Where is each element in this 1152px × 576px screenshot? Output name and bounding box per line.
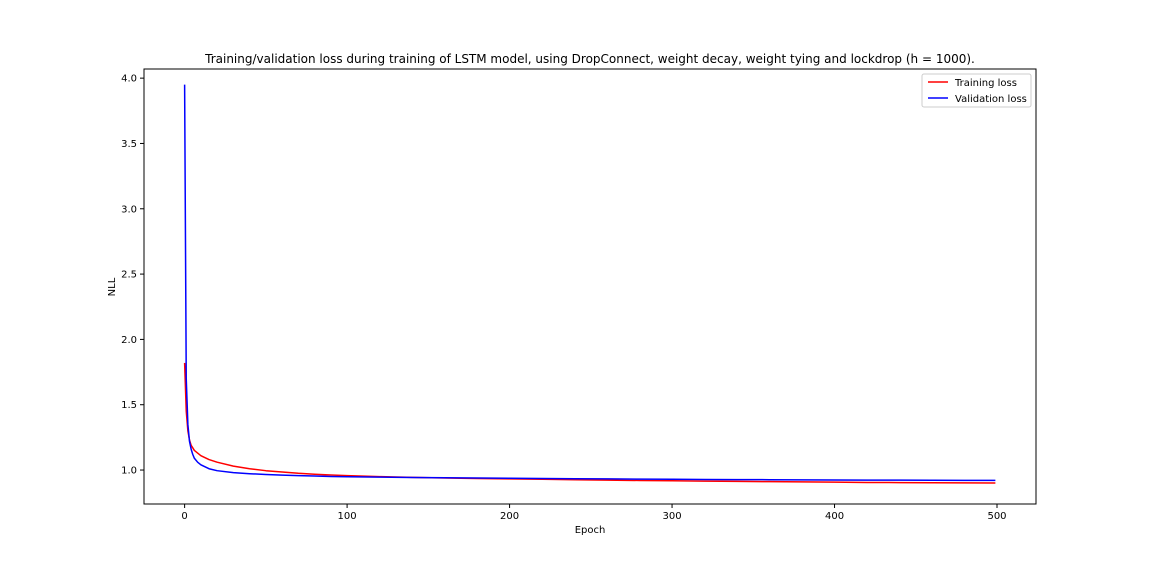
x-axis-ticks: 0 100 200 300 400 500 bbox=[181, 504, 1007, 522]
y-tick-label: 1.5 bbox=[121, 400, 137, 411]
x-tick-label: 0 bbox=[181, 511, 187, 522]
y-axis-label: NLL bbox=[107, 277, 118, 296]
x-axis-label: Epoch bbox=[575, 525, 606, 536]
x-tick-label: 200 bbox=[500, 511, 519, 522]
legend: Training loss Validation loss bbox=[921, 73, 1032, 108]
y-tick-label: 2.5 bbox=[121, 270, 137, 281]
legend-label-validation: Validation loss bbox=[955, 94, 1027, 105]
y-tick-label: 3.0 bbox=[121, 204, 137, 215]
y-tick-label: 4.0 bbox=[121, 74, 137, 85]
series-layer bbox=[183, 84, 996, 484]
x-tick-label: 100 bbox=[338, 511, 357, 522]
y-axis-ticks: 1.0 1.5 2.0 2.5 3.0 3.5 4.0 bbox=[121, 74, 144, 477]
legend-box bbox=[921, 73, 1032, 108]
chart-title: Training/validation loss during training… bbox=[204, 52, 975, 66]
x-tick-label: 500 bbox=[987, 511, 1006, 522]
legend-label-training: Training loss bbox=[954, 78, 1017, 89]
x-tick-label: 300 bbox=[663, 511, 682, 522]
y-tick-label: 1.0 bbox=[121, 466, 137, 477]
axes-frame bbox=[143, 68, 1037, 505]
y-tick-label: 2.0 bbox=[121, 335, 137, 346]
y-tick-label: 3.5 bbox=[121, 139, 137, 150]
x-tick-label: 400 bbox=[825, 511, 844, 522]
series-line-validation bbox=[183, 84, 996, 482]
